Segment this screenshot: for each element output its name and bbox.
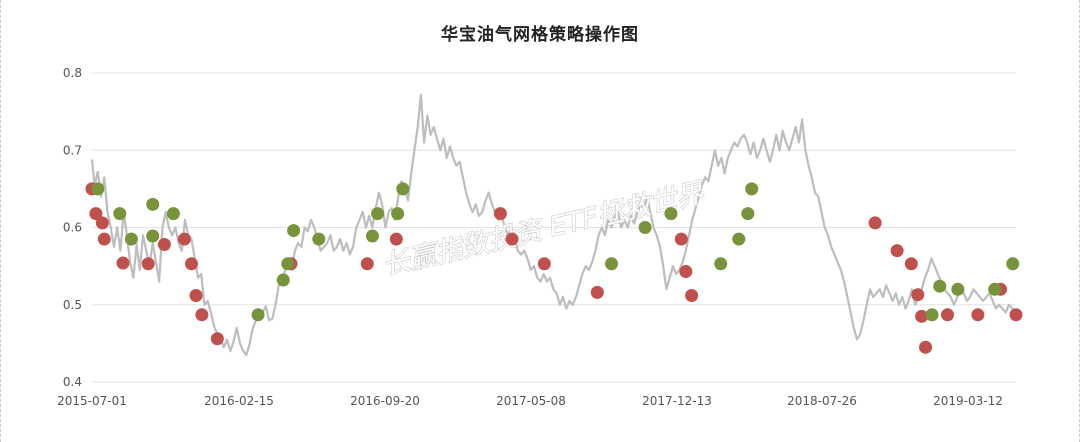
sell-marker-red <box>911 288 925 302</box>
buy-marker-green <box>933 279 947 293</box>
price-line-layer <box>90 93 1017 357</box>
x-tick-label: 2019-03-12 <box>933 394 1003 408</box>
sell-marker-red <box>537 257 551 271</box>
buy-marker-green <box>287 224 301 238</box>
x-tick-label: 2017-12-13 <box>642 394 712 408</box>
chart-title: 华宝油气网格策略操作图 <box>441 25 639 45</box>
buy-marker-green <box>276 273 290 287</box>
sell-marker-red <box>868 216 882 230</box>
buy-marker-green <box>1006 257 1020 271</box>
sell-marker-red <box>210 332 224 346</box>
buy-marker-green <box>638 221 652 234</box>
buy-marker-green <box>732 232 746 246</box>
sell-marker-red <box>177 232 191 246</box>
grid-layer <box>92 72 1016 383</box>
y-tick-label: 0.7 <box>63 143 82 157</box>
buy-marker-green <box>741 207 755 221</box>
sell-marker-red <box>679 265 693 279</box>
y-tick-label: 0.5 <box>63 298 82 312</box>
sell-marker-red <box>505 232 519 246</box>
x-tick-label: 2018-07-26 <box>787 394 857 408</box>
sell-marker-red <box>685 288 699 302</box>
buy-marker-green <box>605 257 619 271</box>
sell-marker-red <box>189 288 203 302</box>
buy-marker-green <box>113 207 127 221</box>
y-tick-label: 0.4 <box>63 375 82 389</box>
marker-layer <box>85 182 1023 354</box>
sell-marker-red <box>95 216 109 230</box>
sell-marker-red <box>941 308 955 322</box>
buy-marker-green <box>396 182 410 196</box>
buy-marker-green <box>146 197 160 211</box>
buy-marker-green <box>91 182 105 196</box>
sell-marker-red <box>1009 308 1023 322</box>
buy-marker-green <box>371 207 385 221</box>
sell-marker-red <box>141 257 155 271</box>
buy-marker-green <box>166 207 180 221</box>
y-axis-ticks: 0.4 0.5 0.6 0.7 0.8 <box>63 66 82 389</box>
sell-marker-red <box>904 257 918 271</box>
buy-marker-green <box>365 229 379 243</box>
buy-marker-green <box>124 232 138 246</box>
sell-marker-red <box>389 232 403 246</box>
x-tick-label: 2016-09-20 <box>350 394 420 408</box>
sell-marker-red <box>195 308 209 322</box>
x-axis-ticks: 2015-07-01 2016-02-15 2016-09-20 2017-05-08… <box>57 394 1003 408</box>
sell-marker-red <box>89 207 103 221</box>
buy-marker-green <box>745 182 759 196</box>
sell-marker-red <box>185 257 199 271</box>
y-tick-label: 0.8 <box>63 66 82 80</box>
x-tick-label: 2015-07-01 <box>57 394 127 408</box>
sell-marker-red <box>116 256 130 270</box>
sell-marker-red <box>97 232 111 246</box>
price-line <box>90 93 1017 357</box>
sell-marker-red <box>915 309 929 323</box>
sell-marker-red <box>493 207 507 221</box>
sell-marker-red <box>157 237 171 251</box>
sell-marker-red <box>919 340 933 354</box>
buy-marker-green <box>251 308 265 322</box>
sell-marker-red <box>360 257 374 271</box>
buy-marker-green <box>988 282 1002 296</box>
x-tick-label: 2016-02-15 <box>204 394 274 408</box>
sell-marker-red <box>971 308 985 322</box>
buy-marker-green <box>391 207 405 221</box>
buy-marker-green <box>925 308 939 322</box>
buy-marker-green <box>146 229 160 243</box>
buy-marker-green <box>281 257 295 271</box>
buy-marker-green <box>951 282 965 296</box>
buy-marker-green <box>312 232 326 246</box>
sell-marker-red <box>890 244 904 258</box>
x-tick-label: 2017-05-08 <box>496 394 566 408</box>
buy-marker-green <box>714 257 728 271</box>
y-tick-label: 0.6 <box>63 221 82 235</box>
sell-marker-red <box>674 232 688 246</box>
sell-marker-red <box>590 285 604 299</box>
buy-marker-green <box>664 207 678 221</box>
